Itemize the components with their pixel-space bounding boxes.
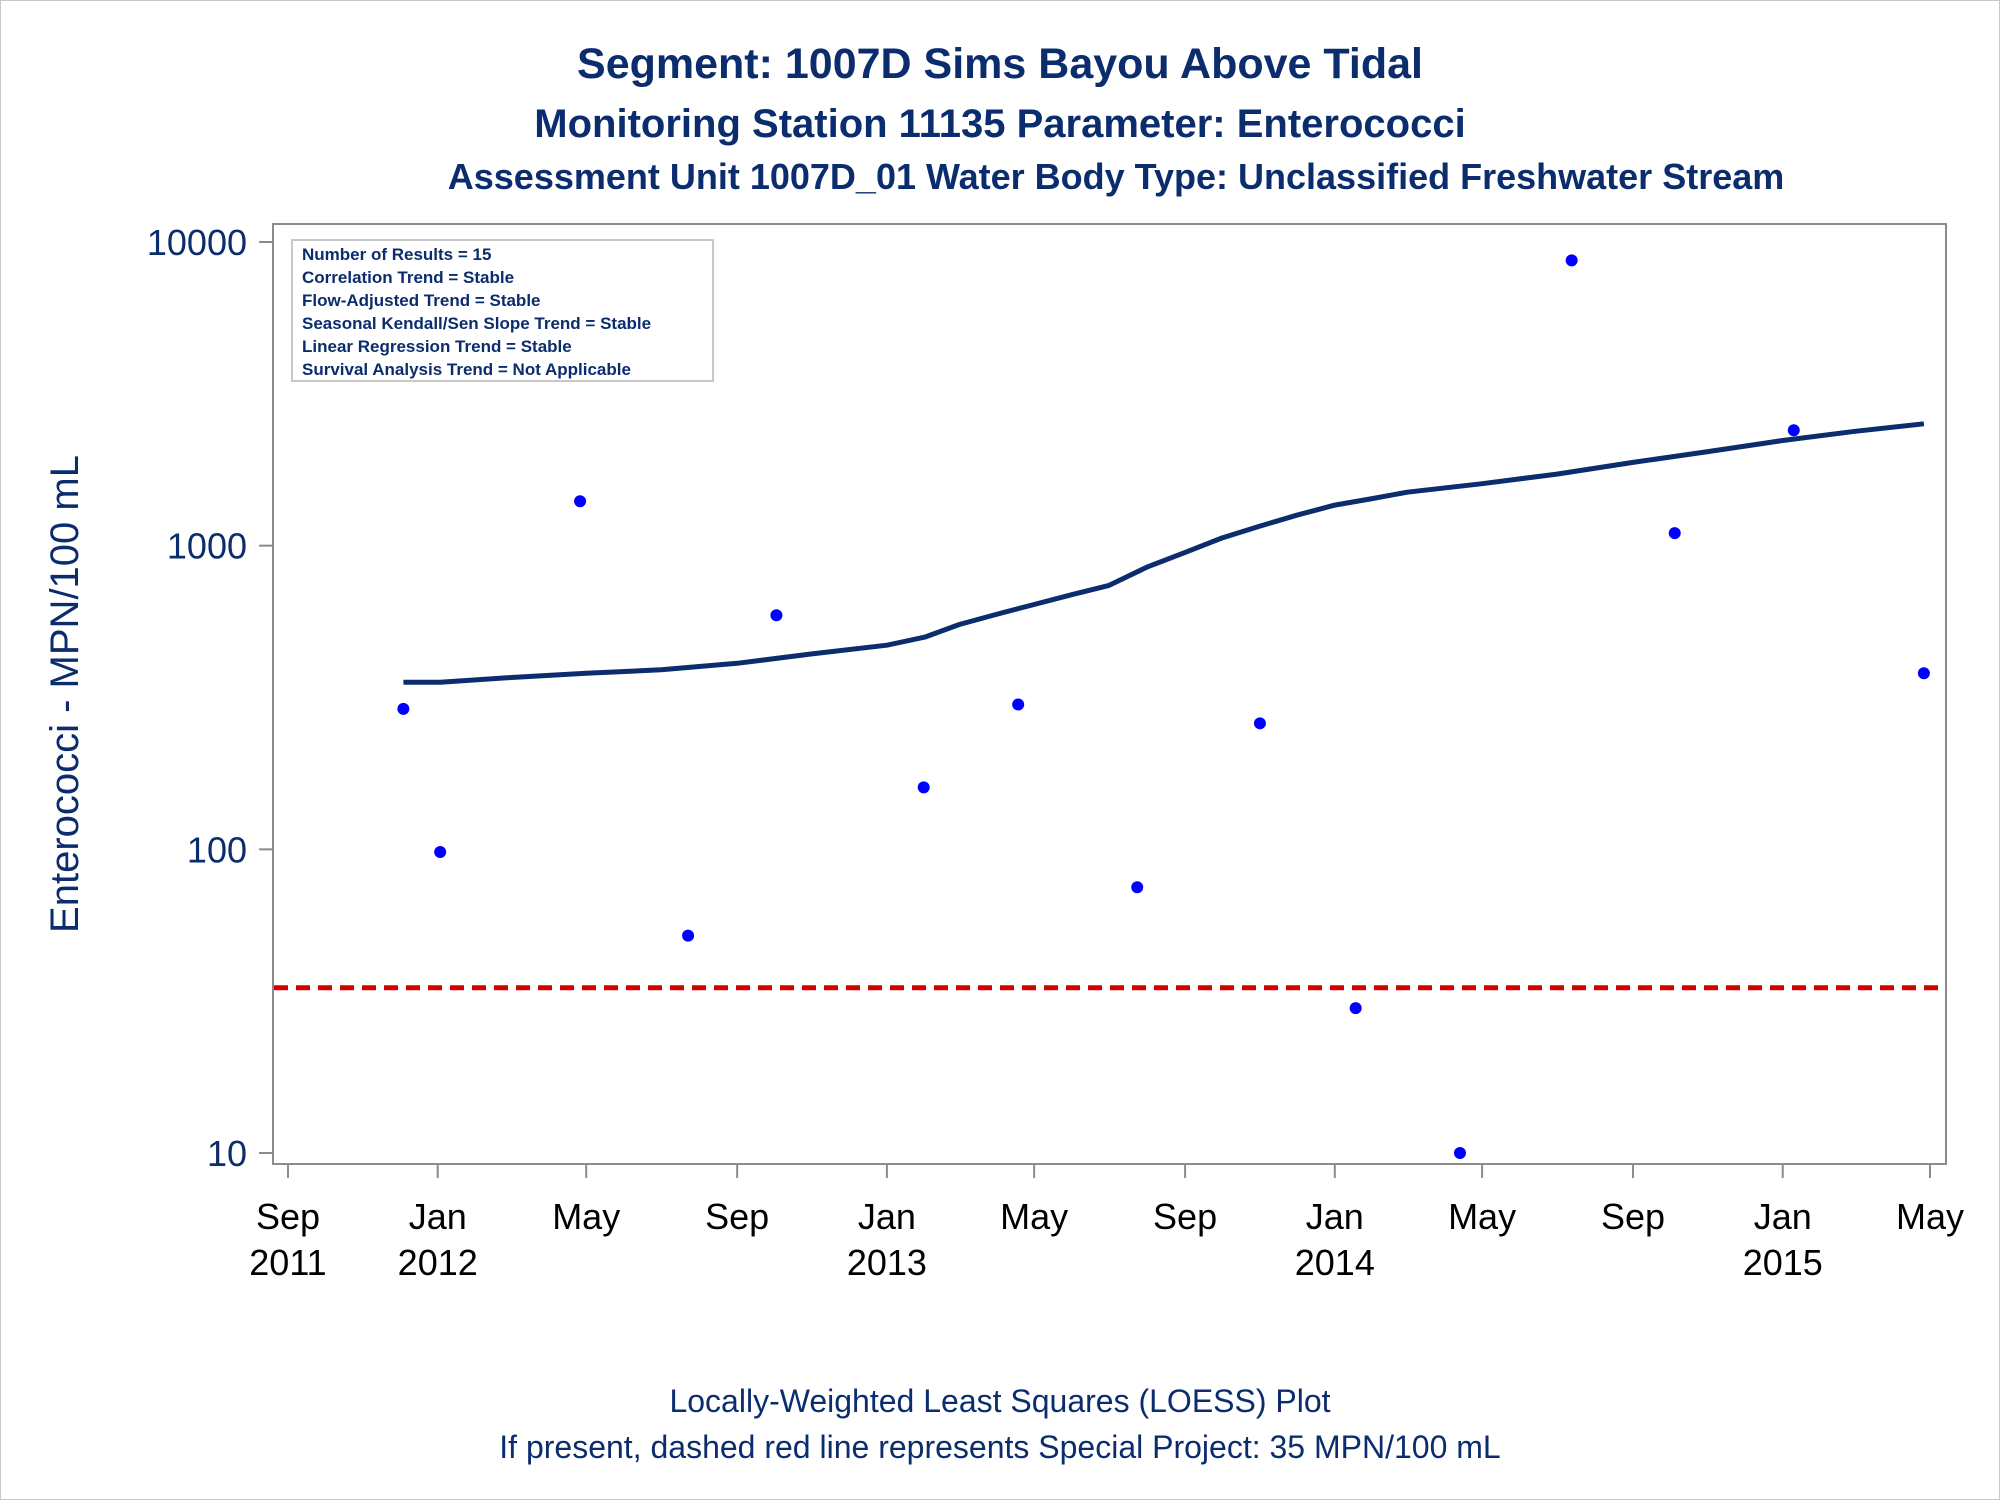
data-point — [1012, 698, 1025, 711]
y-tick-label: 100 — [187, 829, 247, 870]
x-tick-label-year: 2011 — [249, 1242, 326, 1283]
data-point — [1668, 527, 1681, 540]
stats-line: Seasonal Kendall/Sen Slope Trend = Stabl… — [302, 314, 651, 333]
stats-box: Number of Results = 15 Correlation Trend… — [291, 239, 714, 382]
footnote-2: If present, dashed red line represents S… — [499, 1429, 1500, 1465]
stats-line: Linear Regression Trend = Stable — [302, 337, 572, 356]
data-point — [1131, 881, 1144, 894]
y-axis: 10 100 1000 10000 — [147, 222, 273, 1174]
x-tick-label-month: Sep — [256, 1196, 320, 1237]
x-tick-label-month: Jan — [1754, 1196, 1812, 1237]
loess-group — [403, 421, 1925, 685]
data-point — [682, 929, 695, 942]
x-tick-label-month: May — [1896, 1196, 1964, 1237]
data-point — [1917, 667, 1930, 680]
data-point — [1565, 254, 1578, 267]
x-tick-label-month: Jan — [1306, 1196, 1364, 1237]
data-point — [434, 845, 447, 858]
x-tick-label-month: Sep — [705, 1196, 769, 1237]
footnote-1: Locally-Weighted Least Squares (LOESS) P… — [669, 1383, 1330, 1419]
data-point — [1349, 1002, 1362, 1015]
data-point — [397, 702, 410, 715]
x-tick-label-month: May — [552, 1196, 620, 1237]
x-tick-label-month: Jan — [409, 1196, 467, 1237]
points-group — [397, 254, 1930, 1159]
data-point — [1787, 424, 1800, 437]
x-tick-label-month: May — [1000, 1196, 1068, 1237]
data-point — [1253, 717, 1266, 730]
x-tick-label-month: May — [1448, 1196, 1516, 1237]
stats-line: Correlation Trend = Stable — [302, 268, 514, 287]
stats-line: Number of Results = 15 — [302, 245, 491, 264]
chart-subtitle: Monitoring Station 11135 Parameter: Ente… — [534, 102, 1465, 146]
data-point — [574, 495, 587, 508]
chart-title: Segment: 1007D Sims Bayou Above Tidal — [577, 40, 1423, 88]
loess-line — [403, 421, 1925, 685]
data-point — [917, 781, 930, 794]
y-axis-label: Enterococci - MPN/100 mL — [43, 455, 87, 933]
x-tick-label-year: 2014 — [1295, 1242, 1375, 1283]
y-tick-label: 10000 — [147, 222, 247, 263]
data-point — [1453, 1147, 1466, 1159]
x-tick-label-month: Jan — [858, 1196, 916, 1237]
x-tick-label-month: Sep — [1153, 1196, 1217, 1237]
x-tick-label-year: 2013 — [847, 1242, 927, 1283]
x-tick-label-year: 2012 — [398, 1242, 478, 1283]
x-tick-label-month: Sep — [1601, 1196, 1665, 1237]
data-point — [770, 609, 783, 622]
y-tick-label: 10 — [207, 1133, 247, 1174]
y-tick-label: 1000 — [167, 526, 247, 567]
stats-line: Survival Analysis Trend = Not Applicable — [302, 360, 631, 379]
stats-line: Flow-Adjusted Trend = Stable — [302, 291, 541, 310]
x-tick-label-year: 2015 — [1743, 1242, 1823, 1283]
chart-subtitle-2: Assessment Unit 1007D_01 Water Body Type… — [448, 156, 1785, 197]
stats-box-frame — [291, 239, 714, 382]
x-axis: Sep 2011 Jan 2012 May Sep Jan 2013 May Sep Jan 2014… — [249, 1163, 1964, 1283]
